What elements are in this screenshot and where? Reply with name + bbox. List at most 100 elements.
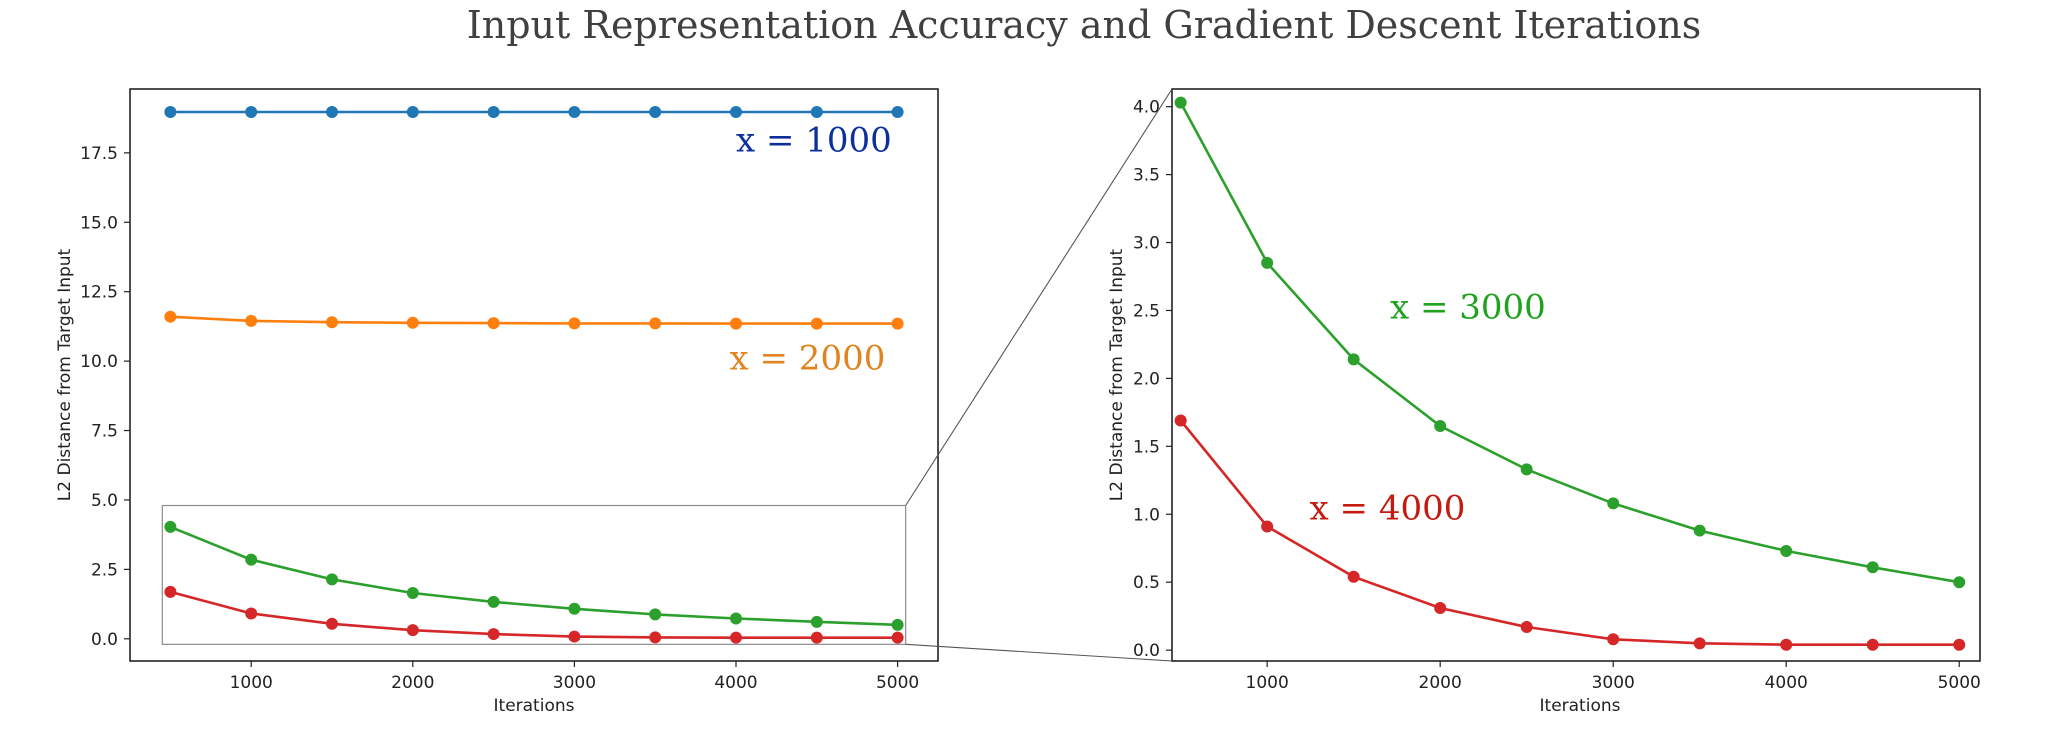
zoom-x-tick-label: 2000 [1419, 673, 1462, 693]
zoom-series-0-point [1780, 544, 1793, 557]
main-series-2-point [649, 608, 662, 621]
zoom-region-box [161, 504, 907, 645]
main-y-tick-label: 15.0 [80, 213, 118, 233]
main-series-2-point [810, 615, 823, 628]
main-series-2-point [406, 586, 419, 599]
main-series-1-point [649, 317, 662, 330]
main-series-1-point [568, 317, 581, 330]
zoom-series-0-point [1866, 561, 1879, 574]
main-series-2-point [245, 553, 258, 566]
main-x-axis-label: Iterations [494, 696, 575, 716]
zoom-series-1-point [1780, 638, 1793, 651]
zoom-series-1-line [1179, 419, 1960, 647]
main-x-tick-label: 2000 [391, 673, 434, 693]
main-annotation: x = 2000 [730, 338, 886, 378]
main-y-tick-label: 12.5 [80, 283, 118, 303]
main-x-tick-label: 1000 [230, 673, 273, 693]
main-series-1-point [326, 316, 338, 329]
main-series-1-point [730, 317, 742, 330]
zoom-y-tick-label: 1.0 [1133, 505, 1160, 525]
zoom-series-1-point [1261, 520, 1274, 533]
main-y-tick-label: 5.0 [91, 491, 118, 511]
zoom-connector-bottom [905, 643, 1173, 662]
zoom-series-1-point [1607, 633, 1620, 646]
main-series-2-point [568, 602, 581, 615]
main-series-2-point [164, 520, 177, 533]
main-series-3-point [568, 630, 581, 643]
main-series-3-point [730, 631, 742, 644]
main-series-0-point [649, 106, 662, 119]
zoom-series-0-line [1179, 101, 1960, 584]
zoom-series-0-point [1434, 419, 1447, 432]
main-series-3-point [810, 631, 823, 644]
zoom-series-1-point [1520, 621, 1533, 634]
main-series-3-point [649, 631, 662, 644]
zoom-series-1-point [1866, 638, 1879, 651]
zoom-series-0-point [1174, 96, 1187, 109]
main-series-0-point [406, 106, 419, 119]
zoom-series-0-point [1607, 497, 1620, 510]
main-axes-frame [129, 88, 939, 662]
main-series-0-point [891, 106, 904, 119]
zoom-y-tick-label: 4.0 [1133, 98, 1160, 118]
zoom-annotation: x = 4000 [1310, 489, 1466, 529]
zoom-annotation: x = 3000 [1390, 288, 1546, 328]
zoom-x-tick-label: 3000 [1592, 673, 1635, 693]
main-series-0-point [164, 106, 177, 119]
zoom-y-tick-label: 2.5 [1133, 301, 1160, 321]
main-x-tick-label: 5000 [876, 673, 919, 693]
main-series-3-point [406, 624, 419, 637]
main-series-1-point [164, 310, 177, 323]
main-series-0-point [326, 106, 338, 119]
main-series-3-point [326, 617, 338, 630]
zoom-series-0-point [1953, 576, 1966, 589]
zoom-axes-frame [1171, 88, 1981, 662]
main-y-tick-label: 2.5 [91, 560, 118, 580]
figure-title: Input Representation Accuracy and Gradie… [467, 3, 1702, 47]
zoom-y-axis-label: L2 Distance from Target Input [1107, 248, 1127, 501]
zoom-series-1-point [1347, 570, 1360, 583]
main-y-axis-label: L2 Distance from Target Input [55, 248, 75, 501]
main-series-0-point [568, 106, 581, 119]
main-series-3-point [487, 628, 500, 641]
main-series-1-point [891, 317, 904, 330]
main-annotation: x = 1000 [736, 120, 892, 160]
main-series-3-point [245, 607, 258, 620]
main-series-3-line [170, 590, 898, 640]
zoom-series-1-point [1953, 638, 1966, 651]
zoom-series-0-point [1347, 353, 1360, 366]
main-y-tick-label: 10.0 [80, 352, 118, 372]
zoom-series-1-point [1434, 602, 1447, 615]
zoom-y-tick-label: 3.5 [1133, 166, 1160, 186]
main-series-0-point [487, 106, 500, 119]
main-series-0-point [810, 106, 823, 119]
main-series-3-point [164, 585, 177, 598]
zoom-y-tick-label: 3.0 [1133, 234, 1160, 254]
zoom-series-0-point [1693, 524, 1706, 537]
main-y-tick-label: 7.5 [91, 422, 118, 442]
main-series-0-point [245, 106, 258, 119]
zoom-connector-top [905, 88, 1173, 506]
main-series-2-point [487, 595, 500, 608]
zoom-y-tick-label: 0.5 [1133, 573, 1160, 593]
zoom-series-1-point [1174, 414, 1187, 427]
zoom-y-tick-label: 2.0 [1133, 369, 1160, 389]
zoom-series-1-point [1693, 637, 1706, 650]
main-series-1-point [245, 314, 258, 327]
main-y-tick-label: 0.0 [91, 630, 118, 650]
zoom-y-tick-label: 1.5 [1133, 437, 1160, 457]
zoom-series-0-point [1261, 256, 1274, 269]
main-x-tick-label: 3000 [553, 673, 596, 693]
main-series-3-point [891, 631, 904, 644]
zoom-x-tick-label: 1000 [1246, 673, 1289, 693]
main-series-1-point [406, 316, 419, 329]
main-series-1-line [170, 315, 898, 325]
main-x-tick-label: 4000 [714, 673, 757, 693]
main-series-1-point [810, 317, 823, 330]
zoom-x-tick-label: 4000 [1765, 673, 1808, 693]
zoom-x-axis-label: Iterations [1540, 696, 1621, 716]
main-series-2-line [169, 525, 898, 627]
main-series-2-point [730, 612, 742, 625]
main-series-2-point [326, 573, 338, 586]
zoom-x-tick-label: 5000 [1938, 673, 1981, 693]
